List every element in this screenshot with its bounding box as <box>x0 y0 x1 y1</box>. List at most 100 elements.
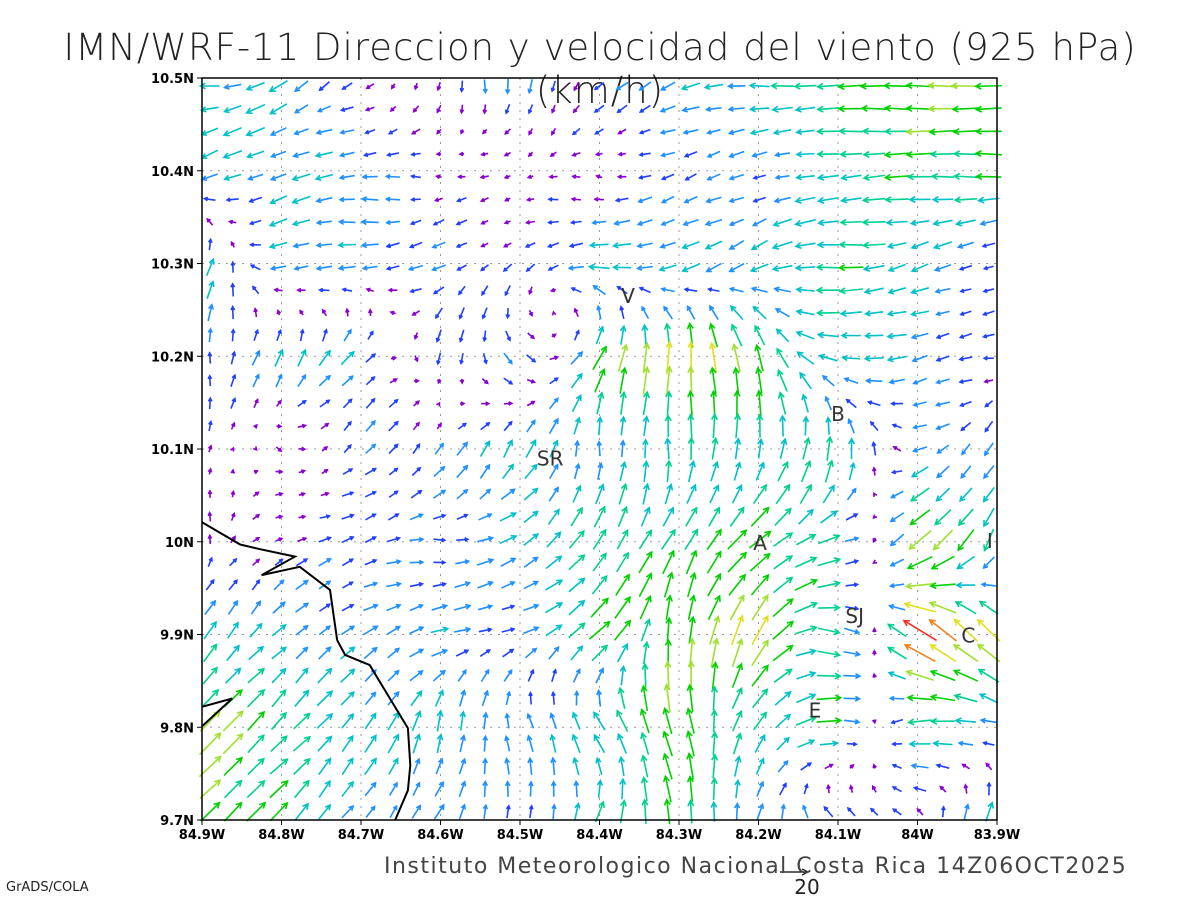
wind-arrow <box>846 741 858 747</box>
wind-arrow <box>591 644 609 662</box>
wind-arrow <box>364 106 375 112</box>
wind-arrow <box>891 808 902 816</box>
wind-arrow <box>593 505 606 528</box>
wind-arrow <box>795 286 815 293</box>
wind-arrow <box>412 781 421 797</box>
wind-arrow <box>367 308 373 316</box>
wind-arrow <box>817 534 841 545</box>
wind-arrow <box>905 669 935 681</box>
wind-arrow <box>499 512 518 522</box>
wind-arrow <box>772 597 794 618</box>
wind-arrow <box>568 599 586 616</box>
wind-arrow <box>906 718 932 726</box>
wind-arrow <box>321 308 328 317</box>
wind-arrow <box>929 669 956 682</box>
wind-arrow <box>412 105 420 113</box>
wind-arrow <box>339 129 355 135</box>
wind-arrow <box>387 647 401 659</box>
wind-arrow <box>936 444 950 454</box>
wind-arrow <box>617 151 626 157</box>
wind-arrow <box>364 490 378 498</box>
wind-arrow <box>916 807 924 816</box>
wind-arrow <box>682 129 699 135</box>
wind-arrow <box>460 129 465 135</box>
wind-arrow <box>754 324 766 346</box>
wind-arrow <box>269 801 289 822</box>
wind-arrow <box>503 401 514 406</box>
wind-arrow <box>905 81 934 90</box>
wind-arrow <box>364 536 378 544</box>
wind-arrow <box>710 685 719 711</box>
wind-arrow <box>871 719 877 725</box>
wind-arrow <box>637 196 653 204</box>
wind-arrow <box>384 196 401 202</box>
wind-arrow <box>341 287 353 293</box>
wind-arrow <box>411 466 422 477</box>
wind-arrow <box>640 776 648 802</box>
wind-arrow <box>751 218 767 227</box>
wind-arrow <box>777 391 787 415</box>
wind-arrow <box>729 594 745 621</box>
wind-arrow <box>523 580 540 590</box>
wind-arrow <box>775 483 791 505</box>
wind-arrow <box>341 491 355 497</box>
wind-arrow <box>750 506 770 527</box>
wind-arrow <box>524 463 538 480</box>
wind-arrow <box>596 779 604 799</box>
wind-arrow <box>887 287 906 295</box>
wind-arrow <box>202 196 216 202</box>
wind-arrow <box>523 556 539 569</box>
wind-arrow <box>755 757 765 775</box>
wind-arrow <box>340 646 356 660</box>
wind-arrow <box>642 438 649 459</box>
wind-arrow <box>339 106 354 112</box>
wind-arrow <box>959 400 972 407</box>
wind-arrow <box>774 174 790 180</box>
wind-arrow <box>952 172 978 180</box>
wind-arrow <box>571 127 581 136</box>
wind-arrow <box>341 513 355 520</box>
wind-arrow <box>889 558 905 567</box>
wind-arrow <box>388 757 399 775</box>
wind-arrow <box>816 82 840 91</box>
wind-arrow <box>845 398 857 409</box>
wind-arrow <box>912 377 928 385</box>
wind-arrow <box>414 378 421 384</box>
wind-arrow <box>956 555 976 570</box>
wind-arrow <box>200 801 221 822</box>
wind-arrow <box>341 712 355 729</box>
wind-arrow <box>711 753 719 779</box>
wind-arrow <box>687 594 697 621</box>
wind-arrow <box>456 264 467 271</box>
wind-arrow <box>843 377 859 384</box>
wind-arrow <box>338 151 355 158</box>
wind-arrow <box>388 467 399 476</box>
wind-arrow <box>548 397 559 410</box>
wind-arrow <box>613 219 631 226</box>
wind-arrow <box>503 668 513 682</box>
wind-arrow <box>952 150 978 158</box>
wind-arrow <box>479 488 492 500</box>
credit-text: Instituto Meteorologico Nacional Costa R… <box>384 854 1128 879</box>
wind-arrow <box>799 371 812 390</box>
wind-arrow <box>253 469 259 475</box>
wind-arrow <box>410 197 421 202</box>
wind-arrow <box>732 732 743 755</box>
wind-arrow <box>821 374 835 387</box>
wind-arrow <box>479 197 489 203</box>
wind-arrow <box>617 686 626 710</box>
wind-arrow <box>958 379 973 384</box>
wind-arrow <box>230 328 236 342</box>
wind-arrow <box>591 574 608 595</box>
wind-arrow <box>957 528 975 552</box>
wind-vectors <box>198 78 1003 825</box>
wind-arrow <box>639 708 650 734</box>
wind-arrow <box>587 263 610 271</box>
wind-arrow <box>547 242 560 248</box>
wind-arrow <box>547 508 560 525</box>
wind-arrow <box>816 105 840 113</box>
wind-arrow <box>662 774 672 803</box>
wind-arrow <box>822 484 835 504</box>
wind-arrow <box>365 805 376 818</box>
wind-arrow <box>954 219 976 227</box>
